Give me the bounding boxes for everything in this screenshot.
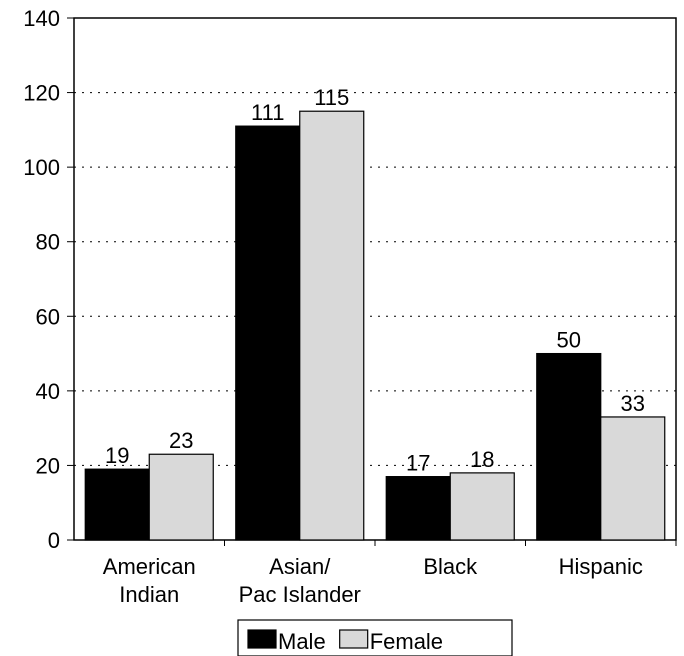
y-tick-label: 140 — [23, 6, 60, 31]
legend-swatch-male — [247, 629, 277, 649]
legend-swatch-female — [339, 629, 369, 649]
bar-female — [299, 110, 365, 541]
y-tick-label: 80 — [36, 230, 60, 255]
data-label-female: 33 — [621, 391, 645, 416]
bar-female — [449, 472, 515, 541]
y-tick-label: 120 — [23, 81, 60, 106]
category-label: Black — [423, 554, 478, 579]
data-label-male: 17 — [406, 451, 430, 476]
y-tick-label: 40 — [36, 379, 60, 404]
category-label: American — [103, 554, 196, 579]
legend — [237, 619, 513, 656]
category-label: Hispanic — [559, 554, 643, 579]
category-label: Asian/ — [269, 554, 331, 579]
y-tick-label: 0 — [48, 528, 60, 553]
legend-label-female: Female — [370, 629, 443, 654]
data-label-female: 23 — [169, 428, 193, 453]
category-label: Pac Islander — [239, 582, 361, 607]
data-label-male: 19 — [105, 443, 129, 468]
bar-male — [385, 476, 451, 541]
legend-label-male: Male — [278, 629, 326, 654]
data-label-male: 111 — [251, 100, 284, 125]
data-label-male: 50 — [557, 328, 581, 353]
data-label-female: 18 — [470, 447, 494, 472]
category-label: Indian — [119, 582, 179, 607]
bar-female — [600, 416, 666, 541]
plot-area: 0 20 40 60 80 100 120 140 19 23 American Indian 111 1… — [23, 6, 677, 656]
data-label-female: 115 — [314, 85, 349, 110]
bar-female — [148, 453, 214, 541]
bar-male — [235, 125, 301, 541]
bar-male — [536, 352, 602, 541]
bar-male — [84, 468, 150, 541]
y-tick-label: 60 — [36, 304, 60, 329]
y-tick-label: 100 — [23, 155, 60, 180]
y-tick-label: 20 — [36, 453, 60, 478]
